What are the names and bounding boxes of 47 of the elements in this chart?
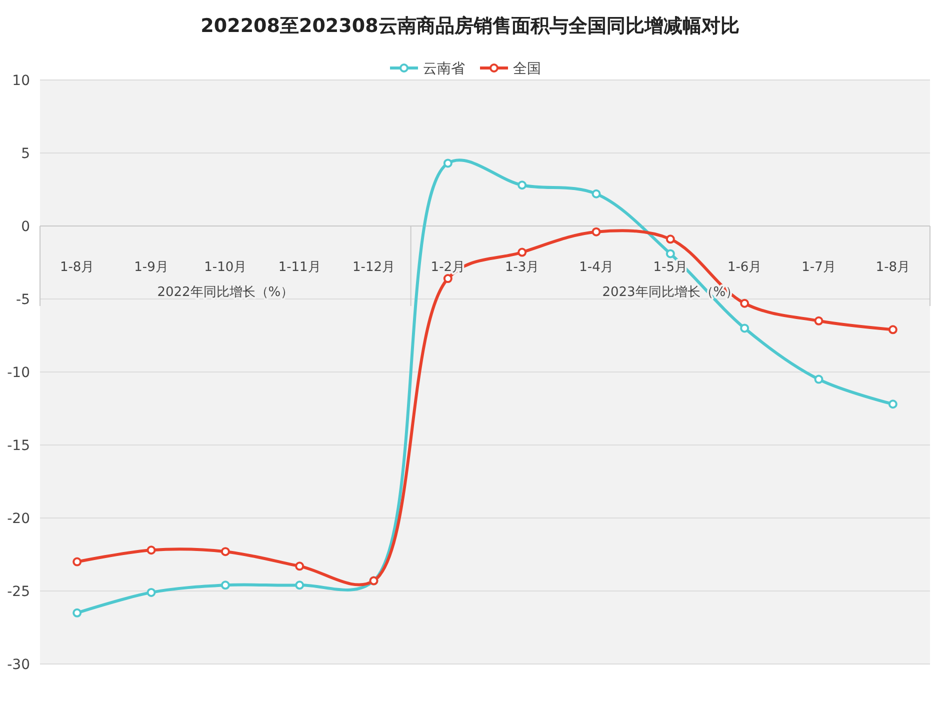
point [666, 234, 675, 244]
point [443, 274, 452, 284]
x-tick-label: 1-9月 [134, 260, 168, 275]
point [592, 189, 601, 198]
point [518, 180, 527, 190]
point [666, 249, 675, 258]
x-tick-label: 1-7月 [802, 260, 836, 275]
legend-label: 全国 [513, 61, 541, 77]
point [295, 562, 304, 571]
x-tick-label: 1-8月 [60, 260, 94, 275]
annotation: 2022年同比增长（%） [157, 285, 294, 300]
point [295, 580, 304, 590]
point [814, 374, 824, 384]
y-tick-label: -15 [7, 438, 30, 454]
point [518, 248, 527, 257]
y-tick-label: -25 [7, 584, 30, 600]
x-tick-label: 1-3月 [504, 260, 540, 275]
y-tick-label: -5 [16, 292, 30, 308]
point [220, 547, 230, 556]
x-tick-label: 1-8月 [876, 260, 910, 275]
point [220, 580, 230, 590]
point [888, 400, 898, 409]
point [146, 588, 156, 597]
x-tick-label: 1-11月 [278, 260, 321, 275]
point [740, 298, 750, 308]
point [146, 546, 156, 555]
point [888, 325, 898, 334]
point [443, 158, 452, 168]
point [592, 227, 601, 236]
x-tick-label: 1-6月 [727, 260, 762, 275]
y-tick-label: -20 [7, 511, 30, 527]
x-tick-label: 1-10月 [204, 260, 247, 275]
legend-label: 云南省 [423, 61, 465, 77]
y-tick-label: 10 [12, 73, 30, 89]
point [740, 324, 750, 333]
y-tick-label: -30 [7, 657, 30, 673]
y-tick-label: 5 [21, 146, 30, 162]
x-tick-label: 1-5月 [653, 260, 688, 275]
y-tick-label: -10 [7, 365, 30, 381]
x-tick-label: 1-12月 [352, 260, 396, 275]
chart-title: 202208至202308云南商品房销售面积与全国同比增减幅对比 [200, 15, 740, 37]
point [814, 316, 824, 326]
point [72, 557, 82, 566]
y-tick-label: 0 [21, 219, 30, 235]
annotation: 2023年同比增长（%） [602, 285, 739, 300]
point [72, 608, 82, 618]
x-tick-label: 1-4月 [579, 260, 614, 275]
